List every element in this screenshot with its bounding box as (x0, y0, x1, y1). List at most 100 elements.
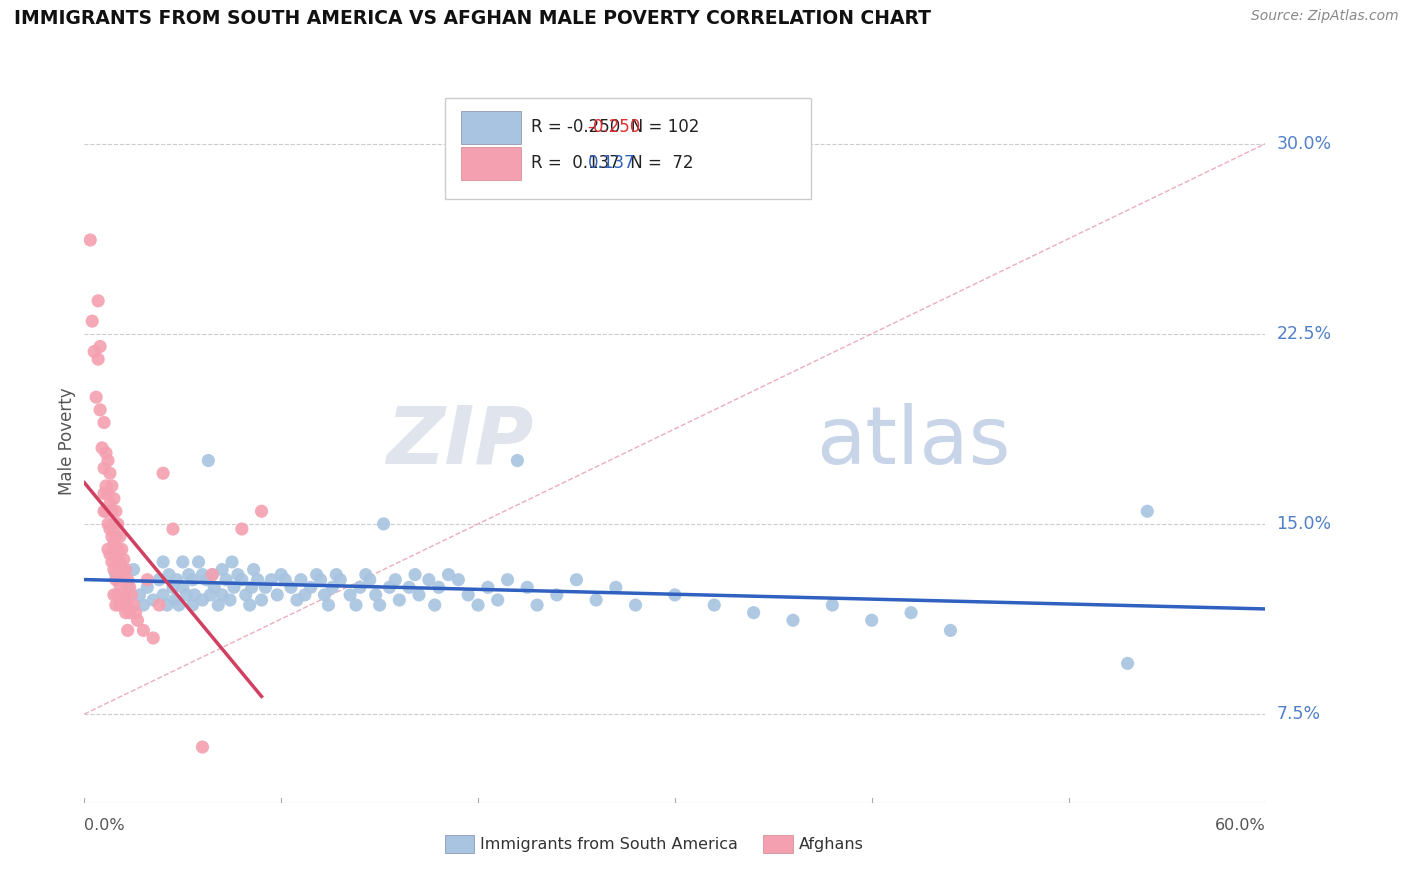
Point (107, 588, 129, 602)
Point (605, 580, 627, 594)
Point (118, 580, 141, 594)
Point (201, 567, 224, 582)
Point (118, 606, 141, 620)
Point (152, 588, 174, 602)
Point (364, 588, 387, 602)
Point (108, 530, 131, 544)
Point (111, 588, 134, 602)
FancyBboxPatch shape (444, 98, 811, 200)
Point (339, 588, 361, 602)
Point (89, 402, 111, 417)
Point (207, 598, 229, 612)
Point (467, 598, 489, 612)
Point (108, 598, 131, 612)
Point (526, 598, 548, 612)
Point (111, 563, 134, 577)
Point (166, 573, 188, 587)
Point (496, 573, 519, 587)
Point (83, 344, 105, 359)
Point (266, 588, 288, 602)
Point (221, 555, 243, 569)
Point (280, 580, 302, 594)
Point (117, 624, 139, 638)
Point (703, 598, 725, 612)
Point (103, 516, 125, 531)
Point (163, 593, 186, 607)
Point (107, 516, 129, 531)
Point (93, 504, 115, 518)
Point (325, 567, 347, 582)
Point (309, 573, 332, 587)
Point (181, 573, 204, 587)
Point (546, 588, 568, 602)
Point (388, 593, 411, 607)
Point (939, 624, 962, 638)
Point (136, 573, 159, 587)
Point (101, 530, 124, 544)
Point (437, 567, 460, 582)
Point (274, 573, 297, 587)
Point (136, 580, 159, 594)
Point (93, 416, 115, 430)
Point (172, 555, 194, 569)
Point (112, 573, 135, 587)
Point (506, 453, 529, 467)
Point (98, 497, 121, 511)
Text: Source: ZipAtlas.com: Source: ZipAtlas.com (1251, 9, 1399, 23)
Point (398, 580, 420, 594)
Point (329, 573, 352, 587)
Point (122, 598, 145, 612)
Point (82, 314, 104, 328)
Point (172, 580, 194, 594)
Point (108, 578, 131, 592)
Point (87, 293, 110, 308)
Point (423, 598, 446, 612)
Point (860, 613, 883, 627)
Point (97, 453, 120, 467)
Point (162, 522, 184, 536)
Point (349, 580, 371, 594)
Point (104, 573, 127, 587)
Point (101, 555, 124, 569)
Point (239, 598, 262, 612)
Point (191, 739, 214, 754)
Point (321, 580, 343, 594)
Point (162, 580, 184, 594)
Point (156, 598, 179, 612)
Point (117, 580, 139, 594)
Point (250, 593, 273, 607)
Point (486, 593, 509, 607)
Point (112, 573, 135, 587)
Point (191, 593, 214, 607)
Point (177, 567, 200, 582)
Text: atlas: atlas (817, 402, 1011, 481)
Point (114, 588, 136, 602)
FancyBboxPatch shape (461, 147, 522, 180)
Point (114, 563, 136, 577)
Bar (444, 835, 474, 854)
Point (104, 598, 127, 612)
Point (305, 567, 328, 582)
Point (250, 504, 273, 518)
Text: -0.250: -0.250 (588, 119, 641, 136)
Point (373, 516, 395, 531)
Point (132, 624, 155, 638)
Point (231, 522, 253, 536)
Point (742, 606, 765, 620)
Point (197, 453, 219, 467)
Point (181, 598, 204, 612)
Point (97, 542, 120, 557)
Point (1116, 657, 1139, 671)
Point (219, 593, 242, 607)
Point (112, 552, 135, 566)
Point (318, 598, 340, 612)
Point (121, 588, 143, 602)
Point (128, 588, 150, 602)
Point (97, 486, 120, 500)
Point (359, 573, 381, 587)
Point (215, 573, 238, 587)
Point (222, 580, 245, 594)
Point (285, 593, 308, 607)
Text: 15.0%: 15.0% (1277, 515, 1331, 533)
Point (235, 588, 257, 602)
